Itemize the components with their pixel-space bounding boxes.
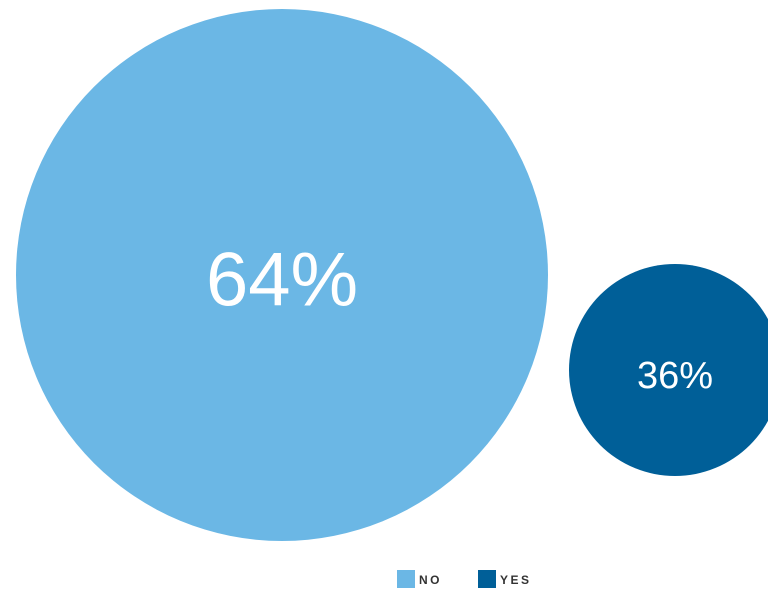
legend-swatch-no [397, 570, 415, 588]
bubbles: 64% 36% [16, 9, 768, 541]
data-label-yes: 36% [637, 355, 713, 397]
legend-label-no: NO [419, 573, 442, 587]
legend-swatch-yes [478, 570, 496, 588]
legend: NO YES [397, 570, 532, 588]
data-label-no: 64% [206, 238, 358, 323]
legend-label-yes: YES [500, 573, 532, 587]
bubble-yes [569, 264, 768, 476]
bubble-no [16, 9, 548, 541]
